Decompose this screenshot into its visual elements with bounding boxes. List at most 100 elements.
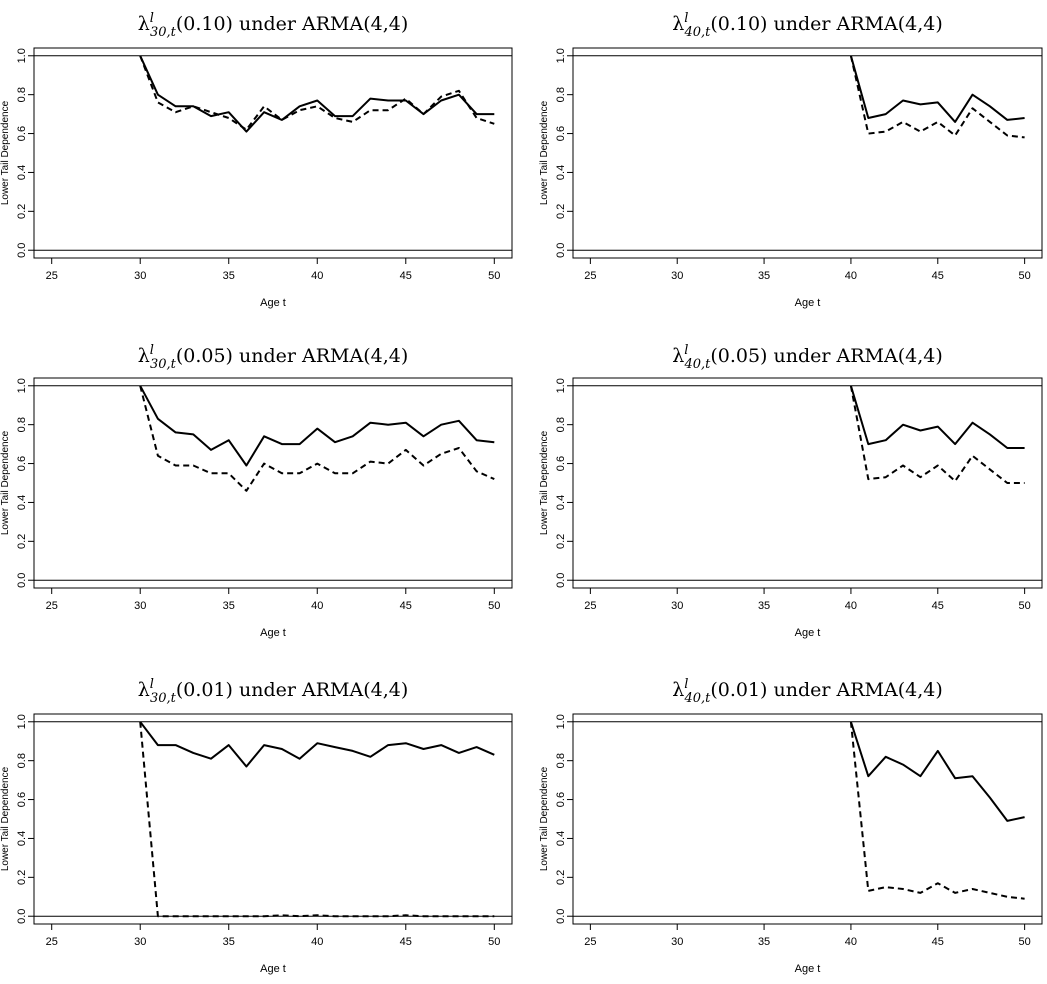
y-tick-label: 0.2 xyxy=(16,204,28,219)
x-tick-label: 35 xyxy=(223,600,235,612)
plot-frame xyxy=(572,713,1043,925)
title-lambda: λ xyxy=(138,13,150,35)
x-tick-label: 25 xyxy=(584,600,596,612)
y-tick-label: 1.0 xyxy=(555,48,567,63)
series-line-solid xyxy=(849,721,1025,822)
x-tick-label: 35 xyxy=(758,600,770,612)
plot-frame xyxy=(33,377,513,589)
y-tick-label: 0.4 xyxy=(16,495,28,510)
series-line-solid xyxy=(139,385,495,467)
series-line-solid xyxy=(139,721,495,768)
title-sup: l xyxy=(150,677,154,692)
y-tick-label: 1.0 xyxy=(555,714,567,729)
y-tick-label: 0.4 xyxy=(16,165,28,180)
y-tick-label: 0.0 xyxy=(16,243,28,258)
y-tick-label: 0.6 xyxy=(555,456,567,471)
series-line-dashed xyxy=(139,55,495,131)
title-rest: under ARMA(4,4) xyxy=(767,345,942,367)
panel-title: λl 40,t(0.05) under ARMA(4,4) xyxy=(672,343,943,372)
x-tick-label: 40 xyxy=(311,600,323,612)
y-axis-label: Lower Tail Dependence xyxy=(0,766,11,871)
title-lambda: λ xyxy=(138,345,150,367)
title-arg: (0.05) xyxy=(176,345,233,367)
title-sub: 40,t xyxy=(683,691,711,706)
title-rest: under ARMA(4,4) xyxy=(767,13,942,35)
y-tick-label: 0.8 xyxy=(555,753,567,768)
x-tick-label: 35 xyxy=(223,270,235,282)
title-arg: (0.10) xyxy=(710,13,767,35)
x-tick-label: 25 xyxy=(584,936,596,948)
x-axis-label: Age t xyxy=(260,297,286,309)
x-tick-label: 40 xyxy=(845,936,857,948)
x-tick-label: 25 xyxy=(46,600,58,612)
title-arg: (0.01) xyxy=(176,679,233,701)
title-sup: l xyxy=(684,343,688,358)
plot-frame xyxy=(572,377,1043,589)
panel-5: λl 30,t(0.01) under ARMA(4,4) 25 30 35 40 45 50… xyxy=(0,677,513,975)
panel-title: λl 30,t(0.01) under ARMA(4,4) xyxy=(138,677,409,706)
x-tick-label: 45 xyxy=(932,270,944,282)
y-axis-label: Lower Tail Dependence xyxy=(0,100,11,205)
series-line-dashed xyxy=(849,385,1025,484)
y-axis-label: Lower Tail Dependence xyxy=(539,430,550,535)
x-axis-label: Age t xyxy=(795,297,821,309)
x-tick-label: 50 xyxy=(1019,270,1031,282)
panel-title: λl 40,t(0.10) under ARMA(4,4) xyxy=(672,11,943,40)
y-tick-label: 0.0 xyxy=(16,573,28,588)
y-tick-label: 0.8 xyxy=(16,417,28,432)
title-lambda: λ xyxy=(672,679,684,701)
x-tick-label: 35 xyxy=(223,936,235,948)
series-line-solid xyxy=(139,55,495,133)
plot-frame xyxy=(572,47,1043,259)
y-tick-label: 0.6 xyxy=(555,792,567,807)
title-arg: (0.01) xyxy=(710,679,767,701)
panel-2: λl 40,t(0.10) under ARMA(4,4) 25 30 35 40 45 50… xyxy=(539,11,1043,309)
title-sub: 40,t xyxy=(683,357,711,372)
x-tick-label: 50 xyxy=(1019,600,1031,612)
x-tick-label: 45 xyxy=(400,270,412,282)
title-sub: 40,t xyxy=(683,25,711,40)
x-axis-label: Age t xyxy=(260,627,286,639)
title-sup: l xyxy=(150,11,154,26)
panel-6: λl 40,t(0.01) under ARMA(4,4) 25 30 35 40 45 50… xyxy=(539,677,1043,975)
y-axis-label: Lower Tail Dependence xyxy=(0,430,11,535)
title-lambda: λ xyxy=(672,345,684,367)
x-axis-label: Age t xyxy=(795,627,821,639)
y-tick-label: 1.0 xyxy=(16,378,28,393)
x-tick-label: 45 xyxy=(932,936,944,948)
series-line-dashed xyxy=(139,721,495,918)
x-tick-label: 30 xyxy=(671,270,683,282)
title-lambda: λ xyxy=(672,13,684,35)
x-tick-label: 45 xyxy=(400,600,412,612)
y-tick-label: 0.8 xyxy=(16,87,28,102)
x-tick-label: 40 xyxy=(845,270,857,282)
plot-frame xyxy=(33,47,513,259)
x-tick-label: 35 xyxy=(758,270,770,282)
y-tick-label: 0.6 xyxy=(16,792,28,807)
title-sub: 30,t xyxy=(150,25,177,40)
y-tick-label: 1.0 xyxy=(16,48,28,63)
y-tick-label: 1.0 xyxy=(16,714,28,729)
title-rest: under ARMA(4,4) xyxy=(233,345,408,367)
x-tick-label: 25 xyxy=(46,936,58,948)
y-axis-label: Lower Tail Dependence xyxy=(539,100,550,205)
y-tick-label: 0.4 xyxy=(16,831,28,846)
y-tick-label: 0.4 xyxy=(555,165,567,180)
y-tick-label: 0.6 xyxy=(16,456,28,471)
y-tick-label: 0.8 xyxy=(555,417,567,432)
x-tick-label: 35 xyxy=(758,936,770,948)
title-rest: under ARMA(4,4) xyxy=(767,679,942,701)
x-axis-label: Age t xyxy=(795,963,821,975)
y-tick-label: 0.2 xyxy=(555,870,567,885)
panel-title: λl 30,t(0.05) under ARMA(4,4) xyxy=(138,343,409,372)
y-tick-label: 0.8 xyxy=(555,87,567,102)
title-sup: l xyxy=(684,11,688,26)
y-tick-label: 0.6 xyxy=(16,126,28,141)
series-line-dashed xyxy=(849,55,1025,139)
y-tick-label: 0.6 xyxy=(555,126,567,141)
x-tick-label: 45 xyxy=(932,600,944,612)
x-tick-label: 30 xyxy=(671,936,683,948)
series-line-solid xyxy=(849,385,1025,449)
x-tick-label: 25 xyxy=(584,270,596,282)
title-arg: (0.05) xyxy=(710,345,767,367)
